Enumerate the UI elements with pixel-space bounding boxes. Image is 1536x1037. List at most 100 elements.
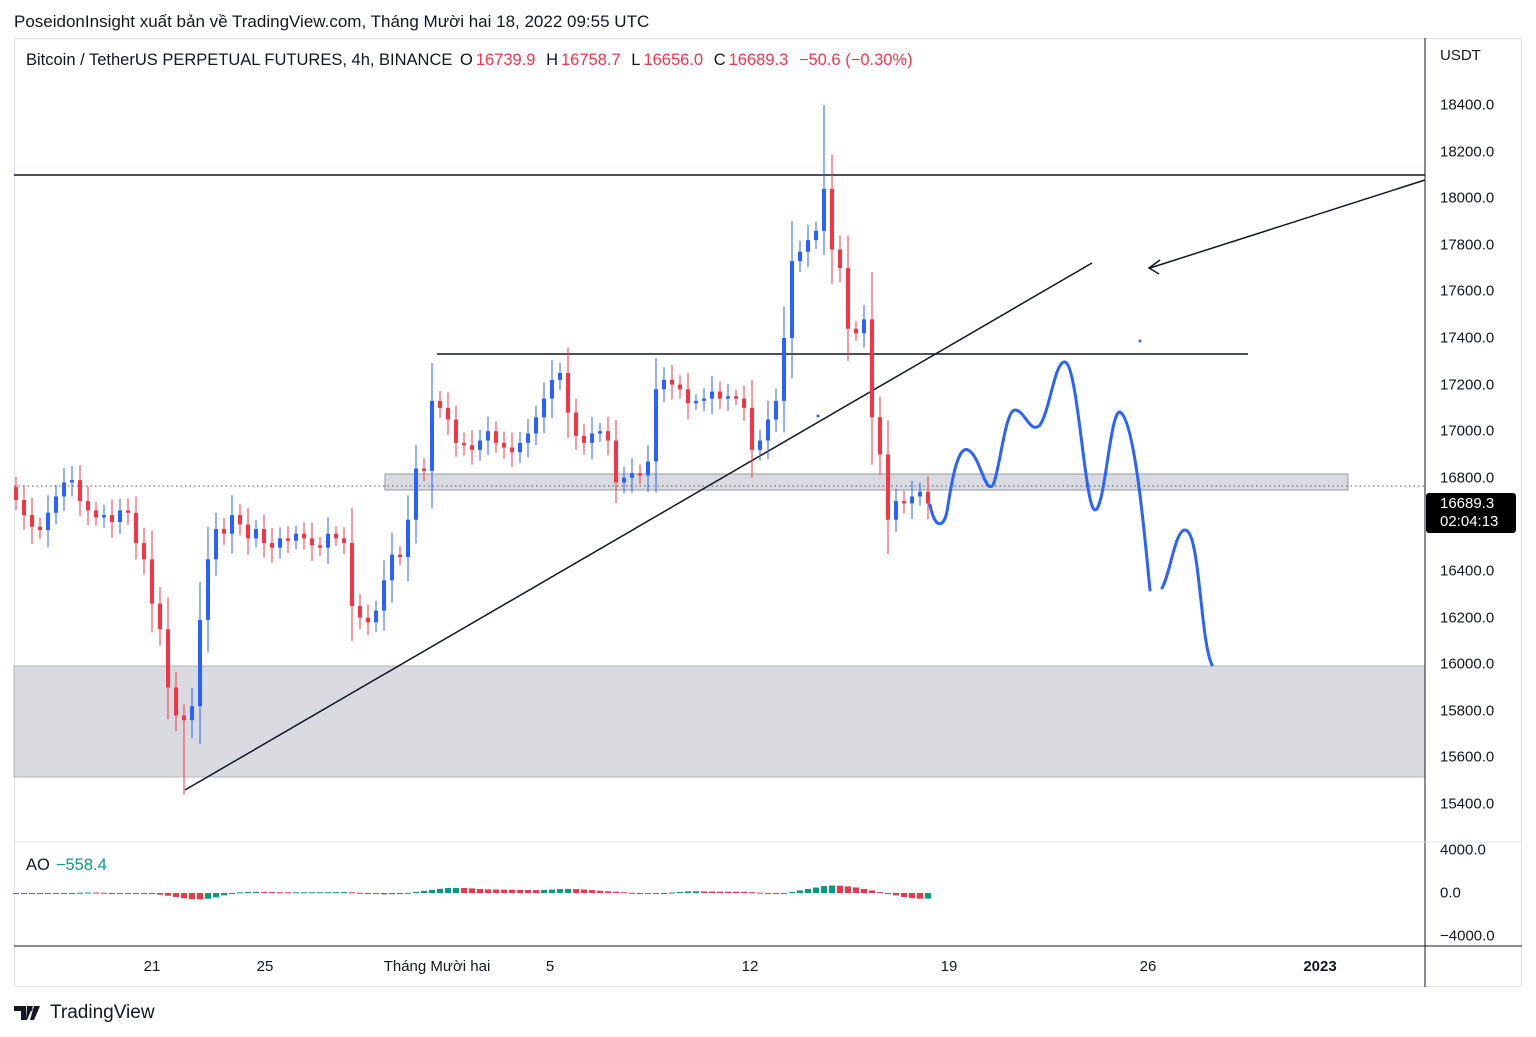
candle-body [502,442,506,448]
ao-bar [397,893,403,894]
candle-body [886,454,890,520]
high-value: 16758.7 [561,51,621,69]
price-axis-label: 16400.0 [1440,562,1495,580]
candle-body [638,473,642,476]
candle-body [390,554,394,581]
ao-bar [189,893,195,900]
candle-body [654,389,658,462]
chart-frame[interactable] [14,38,1522,987]
candle-body [86,501,90,511]
candle-body [22,499,26,516]
candle-body [222,529,226,534]
ao-bar [597,890,603,893]
time-axis-label: 12 [741,958,759,975]
candle-body [78,480,82,502]
ao-bar [693,891,699,893]
price-axis-label: 15400.0 [1440,795,1495,813]
candle-body [214,529,218,560]
support-zone [384,473,1349,491]
ao-bar [37,893,43,894]
candle-body [230,515,234,534]
candle-body [198,619,202,707]
ao-bar [893,893,899,896]
candle-body [630,473,634,478]
candle-body [558,372,562,380]
tradingview-logo[interactable]: TradingView [14,1002,155,1024]
candle-body [422,468,426,471]
ao-bar [637,893,643,894]
candle-body [302,533,306,539]
candle-body [926,491,930,504]
candle-body [598,431,602,434]
drawing-dot [1138,339,1142,343]
candle-body [318,545,322,548]
symbol-legend[interactable]: Bitcoin / TetherUS PERPETUAL FUTURES, 4h… [26,51,916,70]
change-value: −50.6 (−0.30%) [798,51,913,69]
candle-body [262,529,266,544]
candle-body [918,491,922,497]
ao-bar [533,890,539,893]
tv-logo-icon [14,1006,40,1020]
candles [14,105,930,795]
ao-bar [205,893,211,899]
ao-bar [317,892,323,894]
ao-bar [405,892,411,894]
publish-info: PoseidonInsight xuất bản về TradingView.… [14,12,650,31]
candle-body [462,442,466,446]
candle-body [838,249,842,269]
ao-bar [725,891,731,893]
ao-bar [157,893,163,895]
price-axis-label: 16800.0 [1440,469,1495,487]
candle-body [798,251,802,262]
ao-bar [557,889,563,893]
ao-bar [85,892,91,894]
ao-bar [749,892,755,894]
ao-bar [229,893,235,894]
ao-bar [541,889,547,893]
ao-bar [341,892,347,894]
price-axis-label: 18400.0 [1440,96,1495,114]
ao-legend[interactable]: AO −558.4 [26,856,107,875]
close-value: 16689.3 [728,51,789,69]
candle-body [814,230,818,241]
time-axis-label: 25 [256,958,274,975]
candle-body [758,440,762,450]
candle-body [430,400,434,471]
ao-bar [669,892,675,894]
candle-body [70,480,74,483]
candle-body [118,510,122,523]
price-axis-label: 17200.0 [1440,376,1495,394]
ao-bar [885,893,891,894]
candle-body [830,188,834,250]
ao-bar [461,888,467,893]
candle-body [550,379,554,399]
brand-name: TradingView [50,1002,155,1023]
ao-bar [773,893,779,894]
candle-body [14,487,18,500]
time-axis-label: 26 [1139,958,1157,975]
ao-bar [573,889,579,893]
ao-bar [453,887,459,893]
candle-body [470,445,474,450]
ao-value: −558.4 [55,856,107,874]
ao-bar [757,892,763,894]
ao-axis-label: 4000.0 [1440,841,1486,859]
ao-bar [853,887,859,893]
ao-bar [389,893,395,895]
ao-bar [861,888,867,893]
ao-bar [381,893,387,895]
candle-body [878,417,882,455]
ao-bar [917,893,923,899]
ao-bar [197,893,203,900]
candle-body [702,398,706,401]
candle-body [678,384,682,390]
ao-bar [45,893,51,894]
ao-bar [173,893,179,897]
candle-body [726,396,730,399]
ao-bar [293,892,299,894]
candle-body [750,407,754,450]
candle-body [102,515,106,518]
candle-body [510,447,514,453]
ao-bar [765,892,771,894]
